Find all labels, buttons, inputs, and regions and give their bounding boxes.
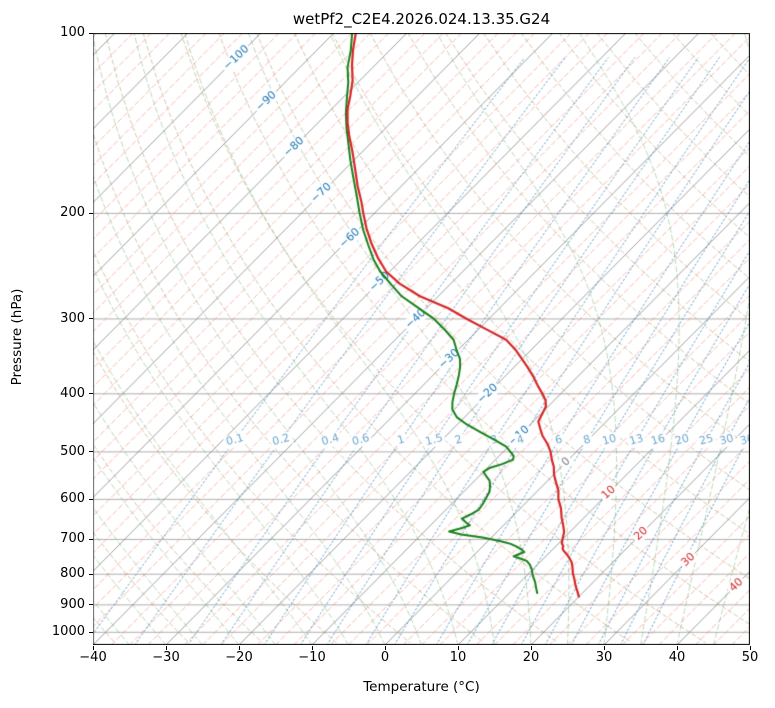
x-tick-mark	[311, 646, 313, 650]
y-tick-mark	[89, 604, 93, 606]
x-tick-mark	[165, 646, 167, 650]
y-tick-label: 300	[60, 310, 85, 326]
x-axis-label: Temperature (°C)	[363, 679, 480, 695]
x-tick-mark	[749, 646, 751, 650]
skewt-plot-canvas	[93, 33, 750, 645]
x-tick-mark	[603, 646, 605, 650]
y-tick-mark	[89, 318, 93, 320]
x-tick-label: 40	[668, 650, 686, 665]
page-title: wetPf2_C2E4.2026.024.13.35.G24	[292, 10, 551, 28]
y-tick-mark	[89, 212, 93, 214]
x-tick-mark	[530, 646, 532, 650]
y-tick-label: 200	[60, 205, 85, 221]
x-tick-label: 10	[449, 650, 467, 665]
x-tick-label: −10	[298, 650, 326, 665]
y-tick-mark	[89, 451, 93, 453]
y-tick-label: 600	[60, 491, 85, 507]
y-tick-label: 400	[60, 385, 85, 401]
x-tick-label: 30	[595, 650, 613, 665]
x-tick-mark	[238, 646, 240, 650]
x-tick-label: −30	[152, 650, 180, 665]
x-tick-label: 20	[522, 650, 540, 665]
y-axis-label: Pressure (hPa)	[9, 288, 25, 386]
y-tick-mark	[89, 631, 93, 633]
x-tick-label: −20	[225, 650, 253, 665]
y-tick-mark	[89, 498, 93, 500]
y-tick-label: 100	[60, 25, 85, 40]
y-tick-mark	[89, 32, 93, 34]
x-tick-mark	[676, 646, 678, 650]
x-tick-mark	[457, 646, 459, 650]
x-tick-label: 50	[741, 650, 759, 665]
y-tick-label: 800	[60, 566, 85, 582]
y-tick-mark	[89, 393, 93, 395]
y-tick-label: 900	[60, 596, 85, 612]
x-tick-label: 0	[380, 650, 390, 665]
y-tick-label: 1000	[51, 624, 85, 640]
y-tick-mark	[89, 573, 93, 575]
x-tick-label: −40	[79, 650, 107, 665]
x-tick-mark	[384, 646, 386, 650]
y-tick-label: 500	[60, 443, 85, 459]
y-tick-label: 700	[60, 531, 85, 547]
y-tick-mark	[89, 538, 93, 540]
x-tick-mark	[92, 646, 94, 650]
